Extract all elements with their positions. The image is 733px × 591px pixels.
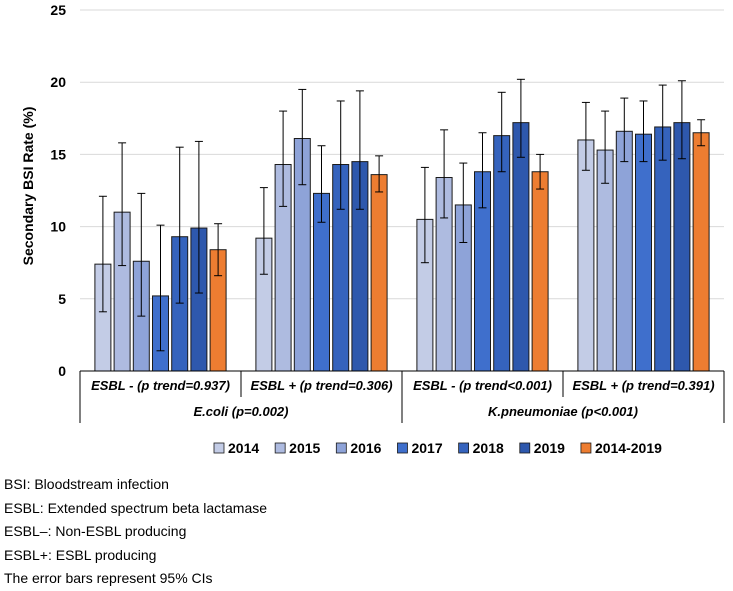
bars xyxy=(94,122,710,372)
y-tick-label: 20 xyxy=(50,74,66,90)
footnote: The error bars represent 95% CIs xyxy=(4,570,213,586)
footnote: ESBL+: ESBL producing xyxy=(4,546,157,563)
legend-label: 2019 xyxy=(534,440,565,456)
error-bars xyxy=(98,78,706,352)
bar xyxy=(577,139,595,372)
bar xyxy=(654,126,672,372)
category-label: ESBL - (p trend=0.937) xyxy=(91,378,230,393)
legend-swatch xyxy=(519,442,531,454)
legend-label: 2018 xyxy=(473,440,504,456)
x-axis: ESBL - (p trend=0.937) ESBL + (p trend=0.… xyxy=(79,370,725,423)
y-tick-label: 25 xyxy=(50,2,66,18)
legend: 2014 2015 2016 2017 2018 2019 2014-2019 xyxy=(213,440,662,456)
group-label: E.coli (p=0.002) xyxy=(193,404,288,419)
legend-swatch xyxy=(458,442,470,454)
y-tick-label: 15 xyxy=(50,146,66,162)
legend-label: 2016 xyxy=(350,440,381,456)
y-axis-label: Secondary BSI Rate (%) xyxy=(20,107,36,266)
footnote: ESBL–: Non-ESBL producing xyxy=(4,523,187,539)
legend-swatch xyxy=(274,442,286,454)
y-tick-label: 10 xyxy=(50,219,66,235)
bar xyxy=(673,122,691,372)
bar xyxy=(512,122,530,372)
category-label: ESBL + (p trend=0.306) xyxy=(250,378,392,393)
legend-label: 2014 xyxy=(228,440,259,456)
legend-swatch xyxy=(335,442,347,454)
legend-swatch xyxy=(213,442,225,454)
bar xyxy=(635,133,652,372)
footnote: ESBL: Extended spectrum beta lactamase xyxy=(4,499,268,516)
footnote: BSI: Bloodstream infection xyxy=(4,476,169,492)
bar xyxy=(615,130,633,372)
bar xyxy=(692,132,710,372)
y-tick-label: 5 xyxy=(58,291,66,307)
legend-label: 2015 xyxy=(289,440,320,456)
legend-label: 2014-2019 xyxy=(595,440,662,456)
category-label: ESBL + (p trend=0.391) xyxy=(572,378,714,393)
legend-label: 2017 xyxy=(411,440,442,456)
bar-chart: 0 5 10 15 20 25 Secondary BSI Rate (%) ESBL -… xyxy=(20,2,725,456)
legend-swatch xyxy=(580,442,592,454)
y-axis: 0 5 10 15 20 25 xyxy=(50,2,66,379)
category-label: ESBL - (p trend<0.001) xyxy=(413,378,552,393)
group-label: K.pneumoniae (p<0.001) xyxy=(488,404,638,419)
legend-swatch xyxy=(397,442,408,454)
footnotes: BSI: Bloodstream infection ESBL: Extende… xyxy=(4,473,267,591)
bar xyxy=(531,171,549,372)
y-tick-label: 0 xyxy=(58,363,66,379)
bar xyxy=(370,174,388,372)
